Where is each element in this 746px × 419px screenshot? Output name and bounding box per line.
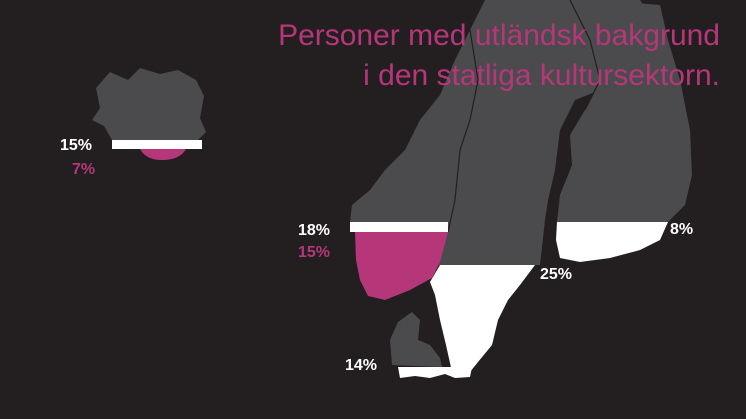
- iceland-band: [112, 140, 202, 149]
- title-line: Personer med utländsk bakgrund: [278, 19, 720, 52]
- border: [569, 0, 601, 111]
- denmark-land: [390, 312, 442, 367]
- scandinavia-land: [350, 0, 660, 265]
- border: [447, 29, 479, 233]
- norway-band: [350, 222, 448, 232]
- denmark-total: 14%: [345, 357, 377, 374]
- iceland-land: [92, 68, 206, 140]
- finland-land: [557, 0, 692, 222]
- sweden-total: 25%: [540, 266, 572, 283]
- denmark-band: [398, 367, 472, 378]
- finland-south: [556, 222, 668, 262]
- norway-culture-label: 15%: [298, 244, 330, 261]
- finland-total: 8%: [670, 221, 693, 238]
- norway-culture: [355, 232, 448, 300]
- norway-total: 18%: [298, 222, 330, 239]
- sweden-south: [430, 265, 535, 372]
- title-line: i den statliga kultursektorn.: [363, 59, 720, 92]
- iceland-total: 15%: [60, 137, 92, 154]
- iceland-culture-label: 7%: [72, 161, 95, 178]
- iceland-culture: [140, 149, 186, 160]
